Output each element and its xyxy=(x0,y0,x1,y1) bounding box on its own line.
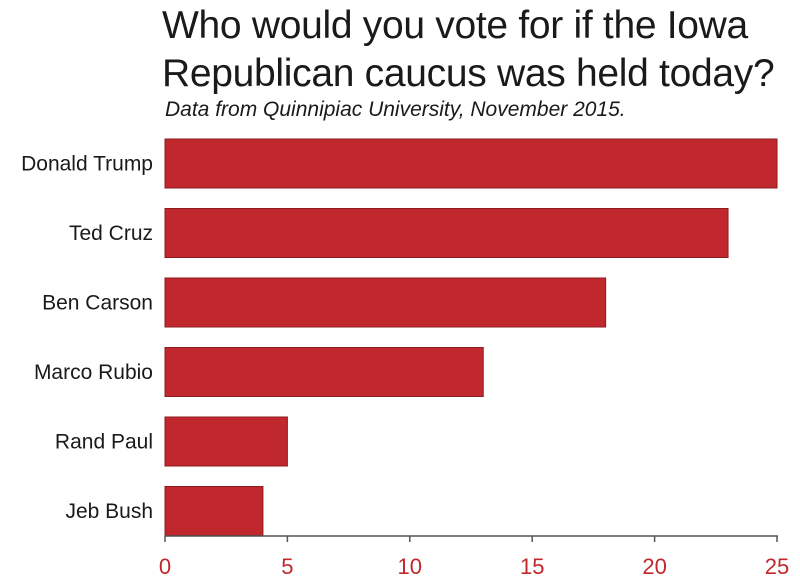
x-tick-label-15: 15 xyxy=(520,554,544,579)
bars-group xyxy=(164,138,778,536)
category-label-marco-rubio: Marco Rubio xyxy=(34,361,153,384)
chart-subtitle: Data from Quinnipiac University, Novembe… xyxy=(165,98,626,121)
category-label-rand-paul: Rand Paul xyxy=(55,431,153,454)
bar-marco-rubio xyxy=(164,347,484,397)
chart-title: Who would you vote for if the Iowa Repub… xyxy=(162,4,775,95)
x-tick-label-10: 10 xyxy=(398,554,422,579)
category-labels: Donald Trump Ted Cruz Ben Carson Marco Rubi… xyxy=(21,153,153,524)
x-tick-label-5: 5 xyxy=(281,554,293,579)
category-label-ted-cruz: Ted Cruz xyxy=(69,222,153,245)
x-axis: 0 5 10 15 20 25 xyxy=(159,535,789,579)
bar-rand-paul xyxy=(164,416,288,467)
x-tick-label-0: 0 xyxy=(159,554,171,579)
category-label-donald-trump: Donald Trump xyxy=(21,153,153,176)
category-label-ben-carson: Ben Carson xyxy=(42,292,153,315)
bar-ted-cruz xyxy=(164,208,729,258)
bar-ben-carson xyxy=(164,277,607,328)
category-label-jeb-bush: Jeb Bush xyxy=(65,500,153,523)
bar-jeb-bush xyxy=(164,486,264,536)
x-tick-label-20: 20 xyxy=(642,554,666,579)
bar-donald-trump xyxy=(164,138,778,189)
x-tick-label-25: 25 xyxy=(765,554,789,579)
